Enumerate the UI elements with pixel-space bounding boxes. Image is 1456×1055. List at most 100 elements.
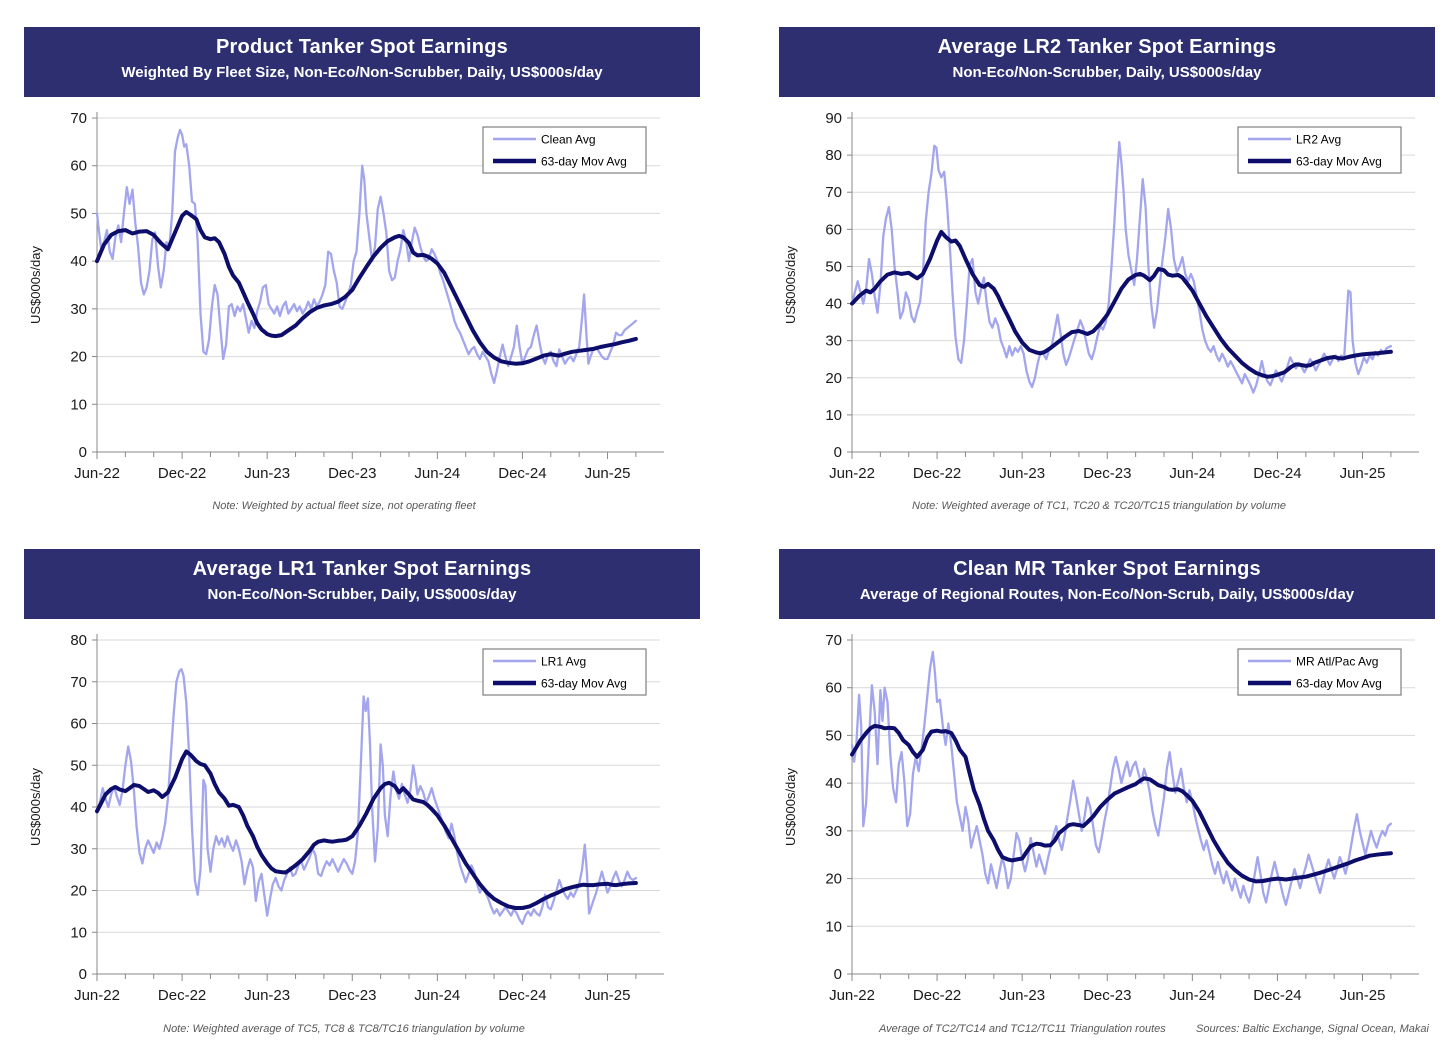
y-tick-label: 20: [825, 871, 842, 888]
x-tick-label: Dec-22: [158, 465, 206, 482]
chart-header-mr: Clean MR Tanker Spot Earnings Average of…: [779, 549, 1435, 619]
legend: MR Atl/Pac Avg 63-day Mov Avg: [1237, 648, 1402, 696]
chart-subtitle: Non-Eco/Non-Scrubber, Daily, US$000s/day: [952, 64, 1262, 81]
y-tick-label: 40: [70, 799, 87, 816]
x-tick-label: Jun-22: [74, 987, 120, 1004]
chart-subtitle: Average of Regional Routes, Non-Eco/Non-…: [859, 586, 1355, 603]
x-tick-label: Jun-22: [74, 465, 120, 482]
y-tick-label: 50: [70, 757, 87, 774]
legend-label: 63-day Mov Avg: [1296, 677, 1382, 691]
x-tick-label: Jun-25: [1340, 987, 1386, 1004]
x-tick-label: Dec-24: [498, 987, 546, 1004]
axes: 0 10 20 30 40 50 60 70 80 90 Jun-22 Dec-22 Jun-23 Dec…: [825, 110, 1419, 482]
y-tick-label: 30: [825, 333, 842, 350]
y-tick-label: 20: [70, 349, 87, 366]
y-tick-label: 70: [70, 674, 87, 691]
x-tick-label: Jun-24: [1169, 987, 1215, 1004]
chart-subtitle: Non-Eco/Non-Scrubber, Daily, US$000s/day: [207, 586, 517, 603]
legend-label: LR2 Avg: [1296, 133, 1341, 147]
y-tick-label: 60: [825, 680, 842, 697]
y-axis-title: US$000s/day: [783, 767, 798, 846]
gridlines: [852, 117, 1415, 416]
series-mov_avg: [850, 229, 1393, 379]
chart-header-lr2: Average LR2 Tanker Spot Earnings Non-Eco…: [779, 27, 1435, 97]
x-tick-label: Jun-23: [999, 465, 1045, 482]
axes: 0 10 20 30 40 50 60 70 80 Jun-22 Dec-22 Jun-23 Dec-2…: [70, 632, 664, 1004]
y-tick-label: 20: [825, 370, 842, 387]
y-tick-label: 60: [825, 221, 842, 238]
sources-note: Sources: Baltic Exchange, Signal Ocean, …: [1196, 1023, 1429, 1035]
y-tick-label: 20: [70, 883, 87, 900]
mr-tanker-chart: 0 10 20 30 40 50 60 70 Jun-22 Dec-22 Jun-23 Dec-23 J…: [783, 632, 1419, 1004]
y-tick-label: 70: [825, 632, 842, 649]
x-tick-label: Jun-22: [829, 987, 875, 1004]
y-tick-label: 0: [79, 966, 87, 983]
chart-title: Product Tanker Spot Earnings: [216, 36, 508, 58]
x-tick-label: Jun-23: [244, 987, 290, 1004]
axes: 0 10 20 30 40 50 60 70 Jun-22 Dec-22 Jun-23 Dec-23 J…: [825, 632, 1419, 1004]
chart-title: Average LR2 Tanker Spot Earnings: [937, 36, 1277, 58]
series-mov_avg: [850, 723, 1393, 884]
y-tick-label: 50: [825, 258, 842, 275]
x-tick-label: Jun-25: [1340, 465, 1386, 482]
x-tick-label: Dec-22: [913, 465, 961, 482]
lr2-tanker-chart: 0 10 20 30 40 50 60 70 80 90 Jun-22 Dec-22 Jun-23 Dec…: [783, 110, 1419, 482]
y-tick-label: 0: [834, 444, 842, 461]
x-tick-label: Dec-23: [328, 465, 376, 482]
x-tick-label: Jun-23: [999, 987, 1045, 1004]
y-tick-label: 40: [70, 253, 87, 270]
series-daily: [850, 140, 1393, 394]
legend-label: LR1 Avg: [541, 655, 586, 669]
y-tick-label: 70: [70, 110, 87, 127]
chart-footnote: Note: Weighted average of TC5, TC8 & TC8…: [163, 1023, 525, 1035]
y-tick-label: 10: [70, 924, 87, 941]
y-tick-label: 10: [70, 396, 87, 413]
x-tick-label: Dec-23: [1083, 987, 1131, 1004]
y-tick-label: 30: [70, 841, 87, 858]
product-tanker-chart: 0 10 20 30 40 50 60 70 Jun-22 Dec-22 Jun-23 Dec-23 J…: [28, 110, 664, 482]
x-tick-label: Dec-23: [328, 987, 376, 1004]
legend: LR1 Avg 63-day Mov Avg: [482, 648, 647, 696]
y-tick-label: 0: [79, 444, 87, 461]
y-tick-label: 50: [825, 727, 842, 744]
chart-title: Average LR1 Tanker Spot Earnings: [192, 558, 532, 580]
legend: Clean Avg 63-day Mov Avg: [482, 126, 647, 174]
lr1-tanker-chart: 0 10 20 30 40 50 60 70 80 Jun-22 Dec-22 Jun-23 Dec-2…: [28, 632, 664, 1004]
y-tick-label: 0: [834, 966, 842, 983]
x-tick-label: Jun-25: [585, 987, 631, 1004]
y-tick-label: 80: [70, 632, 87, 649]
x-tick-label: Jun-22: [829, 465, 875, 482]
y-tick-label: 30: [825, 823, 842, 840]
series-mov_avg: [95, 210, 638, 366]
chart-title: Clean MR Tanker Spot Earnings: [953, 558, 1261, 580]
chart-footnote: Average of TC2/TC14 and TC12/TC11 Triang…: [879, 1023, 1166, 1035]
x-tick-label: Dec-22: [158, 987, 206, 1004]
gridlines: [852, 639, 1415, 927]
chart-header-lr1: Average LR1 Tanker Spot Earnings Non-Eco…: [24, 549, 700, 619]
legend: LR2 Avg 63-day Mov Avg: [1237, 126, 1402, 174]
y-tick-label: 40: [825, 296, 842, 313]
x-tick-label: Dec-24: [1253, 987, 1301, 1004]
y-tick-label: 60: [70, 158, 87, 175]
legend-label: 63-day Mov Avg: [541, 155, 627, 169]
chart-subtitle: Weighted By Fleet Size, Non-Eco/Non-Scru…: [121, 64, 603, 81]
y-axis-title: US$000s/day: [28, 767, 43, 846]
legend-label: MR Atl/Pac Avg: [1296, 655, 1378, 669]
series-mov_avg: [95, 749, 638, 910]
series-daily: [850, 650, 1393, 906]
legend-label: Clean Avg: [541, 133, 596, 147]
chart-footer-row: Average of TC2/TC14 and TC12/TC11 Triang…: [779, 1023, 1435, 1035]
y-tick-label: 40: [825, 775, 842, 792]
y-tick-label: 50: [70, 205, 87, 222]
y-tick-label: 70: [825, 184, 842, 201]
x-tick-label: Jun-24: [414, 987, 460, 1004]
chart-header-product-tanker: Product Tanker Spot Earnings Weighted By…: [24, 27, 700, 97]
x-tick-label: Dec-22: [913, 987, 961, 1004]
chart-footnote: Note: Weighted average of TC1, TC20 & TC…: [912, 500, 1286, 512]
y-tick-label: 30: [70, 301, 87, 318]
y-axis-title: US$000s/day: [28, 245, 43, 324]
legend-label: 63-day Mov Avg: [541, 677, 627, 691]
x-tick-label: Dec-24: [498, 465, 546, 482]
y-tick-label: 90: [825, 110, 842, 127]
x-tick-label: Jun-23: [244, 465, 290, 482]
